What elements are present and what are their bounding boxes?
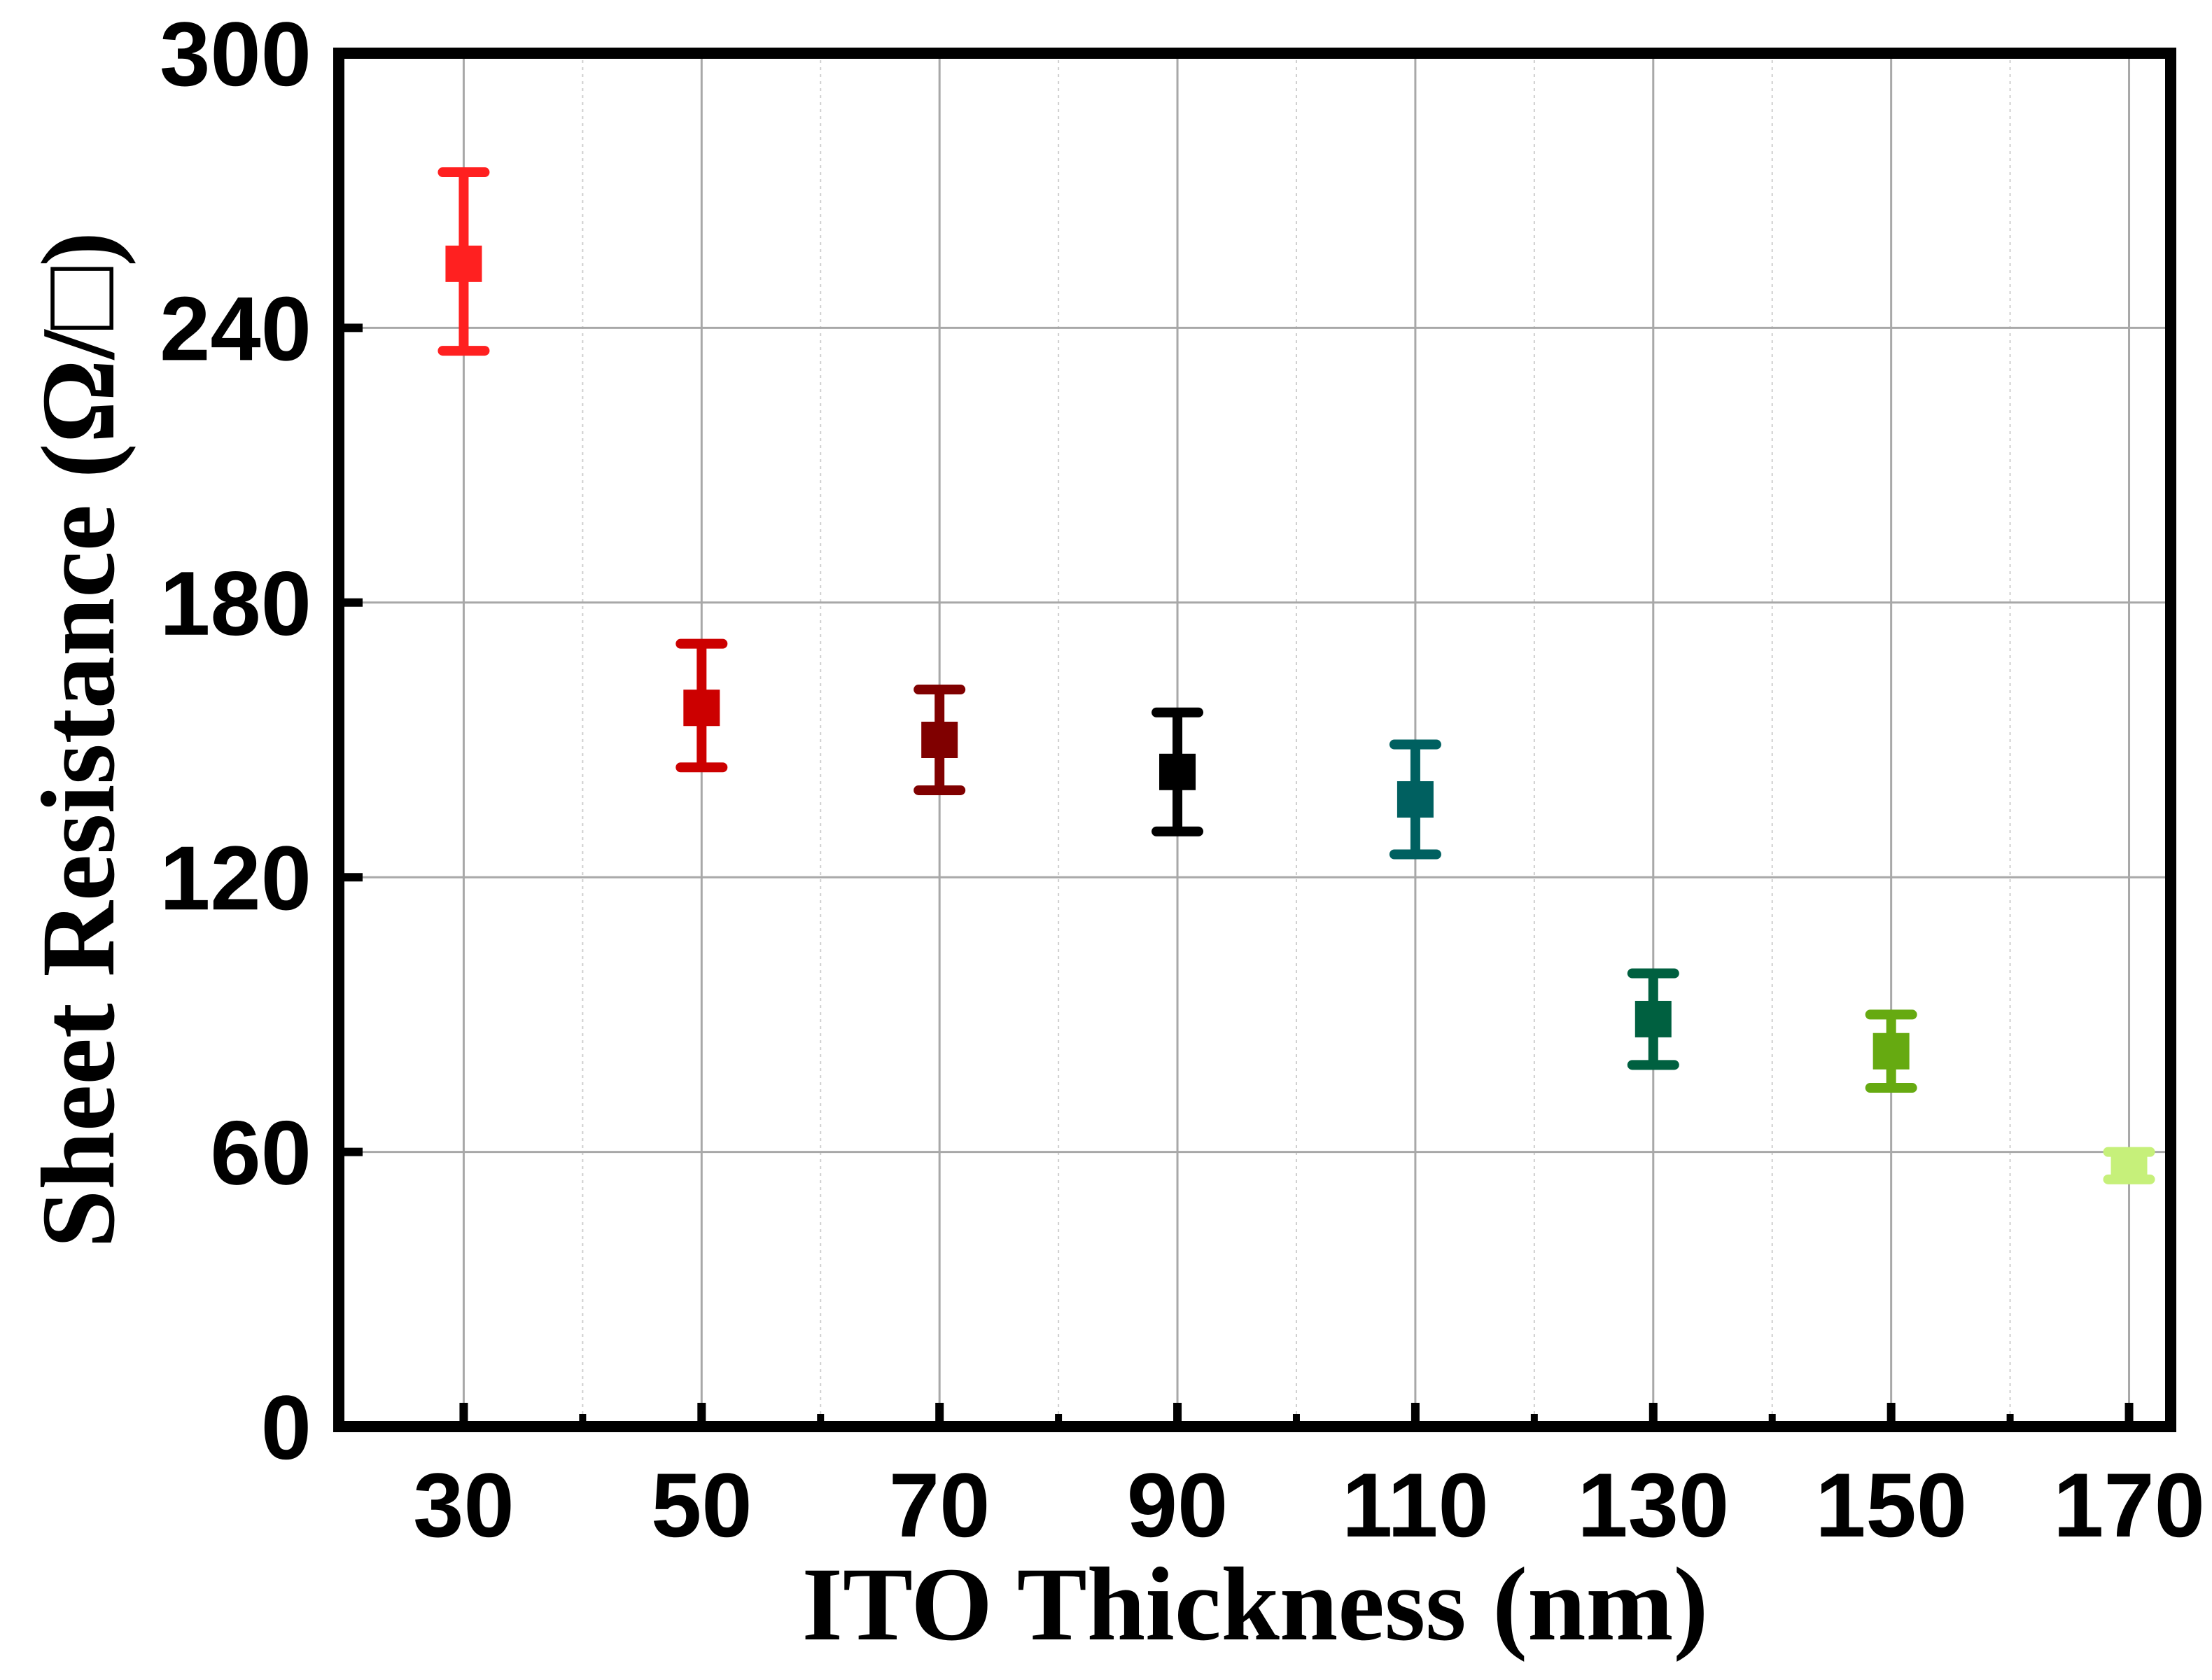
data-marker	[445, 245, 482, 282]
data-point	[1389, 739, 1441, 860]
y-tick-labels: 0 60 120 180 240 300	[160, 3, 312, 1478]
data-marker	[683, 690, 720, 727]
data-point	[676, 638, 728, 773]
data-point	[2103, 1147, 2155, 1184]
x-tick-label: 70	[889, 1454, 990, 1556]
x-tick-label: 50	[651, 1454, 752, 1556]
y-tick-label: 60	[210, 1102, 312, 1204]
data-marker	[1159, 753, 1196, 790]
y-tick-label: 300	[160, 3, 312, 105]
data-marker	[2110, 1147, 2148, 1184]
y-tick-label: 120	[160, 827, 312, 929]
x-tick-label: 90	[1127, 1454, 1228, 1556]
grid-lines	[339, 52, 2171, 1428]
data-marker	[1872, 1032, 1910, 1070]
x-axis-title: ITO Thickness (nm)	[802, 1546, 1709, 1662]
x-tick-label: 170	[2053, 1454, 2205, 1556]
data-point	[913, 685, 966, 795]
x-tick-labels: 30 50 70 90 110 130 150 170	[413, 1454, 2205, 1556]
data-point	[438, 167, 490, 356]
data-point	[1865, 1009, 1917, 1093]
y-tick-label: 240	[160, 277, 312, 379]
y-axis-title: Sheet Resistance (Ω/□)	[20, 232, 136, 1248]
plot-frame	[333, 48, 2176, 1432]
data-point	[1152, 707, 1204, 836]
x-tick-label: 130	[1577, 1454, 1729, 1556]
data-point	[1627, 968, 1679, 1070]
data-marker	[921, 722, 958, 758]
x-tick-label: 150	[1815, 1454, 1967, 1556]
data-points	[438, 167, 2155, 1184]
y-tick-label: 180	[160, 552, 312, 654]
x-tick-label: 30	[413, 1454, 514, 1556]
data-marker	[1396, 781, 1434, 818]
axis-ticks	[339, 49, 2134, 1431]
x-tick-label: 110	[1342, 1454, 1489, 1556]
y-tick-label: 0	[261, 1376, 312, 1478]
data-marker	[1634, 1000, 1672, 1037]
